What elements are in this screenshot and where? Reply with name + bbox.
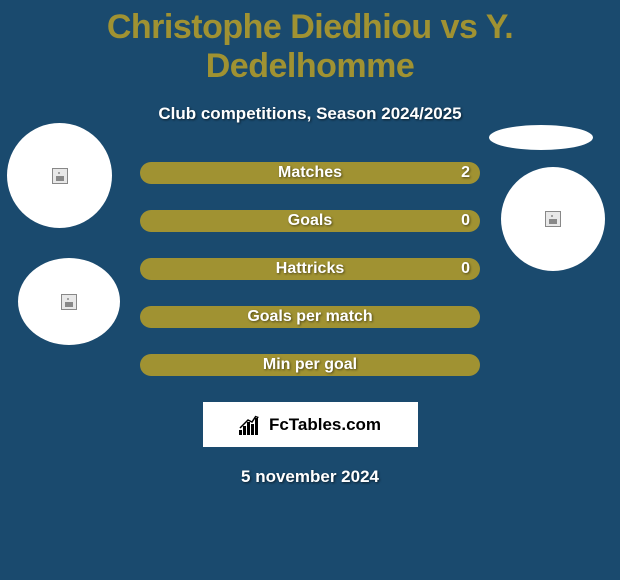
stat-bar-goals: Goals 0	[140, 210, 480, 232]
logo-box[interactable]: FcTables.com	[203, 402, 418, 447]
stat-label: Goals	[288, 212, 332, 230]
stat-value: 0	[461, 260, 470, 278]
logo-text: FcTables.com	[269, 415, 381, 435]
image-placeholder-icon	[61, 294, 77, 310]
fctables-logo-icon	[239, 415, 263, 435]
stat-bar-min-per-goal: Min per goal	[140, 354, 480, 376]
stat-label: Hattricks	[276, 260, 344, 278]
stat-value: 2	[461, 164, 470, 182]
image-placeholder-icon	[545, 211, 561, 227]
stat-label: Goals per match	[247, 308, 372, 326]
stat-bar-matches: Matches 2	[140, 162, 480, 184]
stat-bar-goals-per-match: Goals per match	[140, 306, 480, 328]
stat-row: Min per goal	[0, 354, 620, 376]
stat-bar-hattricks: Hattricks 0	[140, 258, 480, 280]
player-photo-right-top	[489, 125, 593, 150]
subtitle: Club competitions, Season 2024/2025	[0, 104, 620, 124]
date-text: 5 november 2024	[0, 467, 620, 487]
image-placeholder-icon	[52, 168, 68, 184]
stat-label: Matches	[278, 164, 342, 182]
player-photo-left-bottom	[18, 258, 120, 345]
player-photo-right-bottom	[501, 167, 605, 271]
stat-label: Min per goal	[263, 356, 357, 374]
player-photo-left-top	[7, 123, 112, 228]
stat-value: 0	[461, 212, 470, 230]
page-title: Christophe Diedhiou vs Y. Dedelhomme	[0, 0, 620, 86]
